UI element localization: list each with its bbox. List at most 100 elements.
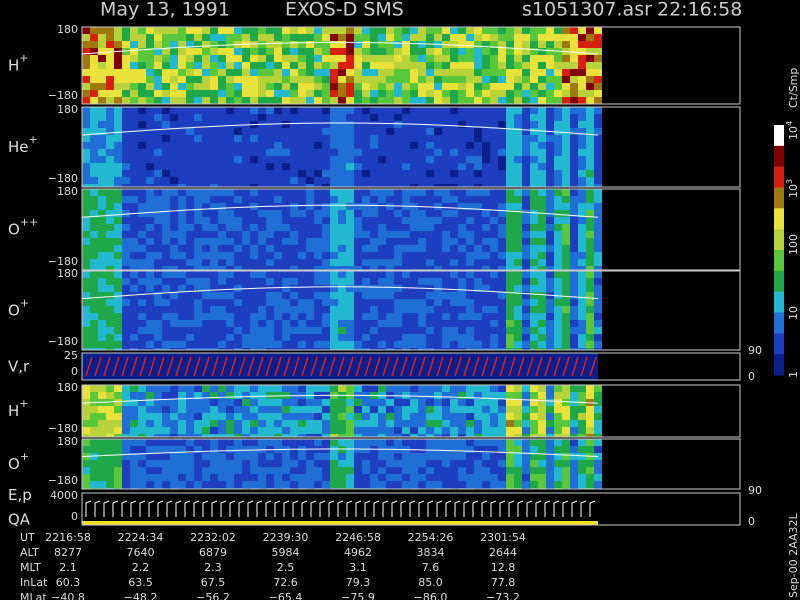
spectrogram-pixel bbox=[354, 306, 362, 313]
spectrogram-pixel bbox=[426, 177, 434, 184]
spectrogram-pixel bbox=[562, 427, 570, 434]
spectrogram-pixel bbox=[394, 55, 402, 62]
spectrogram-pixel bbox=[546, 341, 554, 348]
spectrogram-pixel bbox=[450, 142, 458, 149]
spectrogram-pixel bbox=[418, 467, 426, 474]
spectrogram-pixel bbox=[522, 413, 530, 420]
spectrogram-pixel bbox=[218, 439, 226, 446]
spectrogram-pixel bbox=[226, 27, 234, 34]
y-tick-label: 180 bbox=[57, 185, 78, 198]
spectrogram-pixel bbox=[306, 107, 314, 114]
spectrogram-pixel bbox=[138, 163, 146, 170]
spectrogram-pixel bbox=[490, 107, 498, 114]
spectrogram-pixel bbox=[562, 34, 570, 41]
spectrogram-pixel bbox=[162, 76, 170, 83]
spectrogram-pixel bbox=[570, 231, 578, 238]
spectrogram-pixel bbox=[146, 341, 154, 348]
spectrogram-pixel bbox=[418, 97, 426, 104]
spectrogram-pixel bbox=[322, 41, 330, 48]
spectrogram-pixel bbox=[426, 320, 434, 327]
spectrogram-pixel bbox=[498, 481, 506, 488]
spectrogram-pixel bbox=[170, 142, 178, 149]
spectrogram-pixel bbox=[298, 203, 306, 210]
spectrogram-pixel bbox=[554, 252, 562, 259]
spectrogram-pixel bbox=[434, 341, 442, 348]
spectrogram-pixel bbox=[418, 460, 426, 467]
spectrogram-pixel bbox=[450, 299, 458, 306]
spectrogram-pixel bbox=[522, 90, 530, 97]
spectrogram-pixel bbox=[290, 156, 298, 163]
spectrogram-pixel bbox=[434, 320, 442, 327]
spectrogram-pixel bbox=[562, 156, 570, 163]
spectrogram-pixel bbox=[186, 196, 194, 203]
spectrogram-pixel bbox=[354, 399, 362, 406]
spectrogram-pixel bbox=[130, 177, 138, 184]
spectrogram-pixel bbox=[98, 348, 106, 350]
spectrogram-pixel bbox=[202, 196, 210, 203]
spectrogram-pixel bbox=[170, 292, 178, 299]
spectrogram-pixel bbox=[138, 446, 146, 453]
spectrogram-pixel bbox=[538, 306, 546, 313]
spectrogram-pixel bbox=[330, 27, 338, 34]
spectrogram-pixel bbox=[578, 446, 586, 453]
spectrogram-pixel bbox=[354, 196, 362, 203]
spectrogram-pixel bbox=[458, 481, 466, 488]
spectrogram-pixel bbox=[274, 27, 282, 34]
spectrogram-pixel bbox=[250, 135, 258, 142]
spectrogram-pixel bbox=[586, 439, 594, 446]
spectrogram-pixel bbox=[434, 420, 442, 427]
spectrogram-pixel bbox=[586, 128, 594, 135]
spectrogram-pixel bbox=[578, 196, 586, 203]
footer-value: 2.5 bbox=[277, 561, 295, 574]
spectrogram-pixel bbox=[210, 385, 218, 392]
panel-label: V,r bbox=[8, 357, 30, 375]
spectrogram-pixel bbox=[322, 299, 330, 306]
vector-stick bbox=[544, 356, 552, 377]
spectrogram-pixel bbox=[578, 413, 586, 420]
spectrogram-pixel bbox=[282, 285, 290, 292]
spectrogram-pixel bbox=[194, 62, 202, 69]
spectrogram-pixel bbox=[154, 292, 162, 299]
qa-trace bbox=[301, 500, 308, 517]
spectrogram-pixel bbox=[386, 252, 394, 259]
spectrogram-pixel bbox=[234, 392, 242, 399]
spectrogram-pixel bbox=[346, 149, 354, 156]
spectrogram-pixel bbox=[146, 224, 154, 231]
spectrogram-pixel bbox=[266, 341, 274, 348]
spectrogram-pixel bbox=[298, 252, 306, 259]
label-charge: + bbox=[19, 52, 28, 65]
qa-trace bbox=[544, 500, 551, 517]
spectrogram-pixel bbox=[202, 121, 210, 128]
spectrogram-pixel bbox=[338, 245, 346, 252]
spectrogram-pixel bbox=[442, 306, 450, 313]
spectrogram-pixel bbox=[506, 467, 514, 474]
spectrogram-pixel bbox=[338, 135, 346, 142]
spectrogram-pixel bbox=[242, 177, 250, 184]
spectrogram-pixel bbox=[266, 238, 274, 245]
spectrogram-pixel bbox=[306, 189, 314, 196]
spectrogram-pixel bbox=[258, 135, 266, 142]
spectrogram-pixel bbox=[458, 203, 466, 210]
spectrogram-pixel bbox=[242, 427, 250, 434]
spectrogram-pixel bbox=[554, 348, 562, 350]
spectrogram-pixel bbox=[290, 474, 298, 481]
spectrogram-pixel bbox=[250, 114, 258, 121]
spectrogram-pixel bbox=[458, 196, 466, 203]
spectrogram-pixel bbox=[490, 224, 498, 231]
spectrogram-pixel bbox=[170, 128, 178, 135]
spectrogram-pixel bbox=[378, 114, 386, 121]
spectrogram-pixel bbox=[370, 252, 378, 259]
spectrogram-pixel bbox=[186, 69, 194, 76]
spectrogram-pixel bbox=[498, 142, 506, 149]
spectrogram-pixel bbox=[426, 48, 434, 55]
spectrogram-pixel bbox=[82, 135, 90, 142]
vector-stick bbox=[319, 356, 327, 377]
spectrogram-pixel bbox=[594, 128, 602, 135]
spectrogram-pixel bbox=[418, 434, 426, 437]
spectrogram-pixel bbox=[258, 189, 266, 196]
spectrogram-pixel bbox=[482, 399, 490, 406]
spectrogram-pixel bbox=[410, 83, 418, 90]
spectrogram-pixel bbox=[594, 467, 602, 474]
spectrogram-pixel bbox=[338, 427, 346, 434]
spectrogram-pixel bbox=[330, 76, 338, 83]
